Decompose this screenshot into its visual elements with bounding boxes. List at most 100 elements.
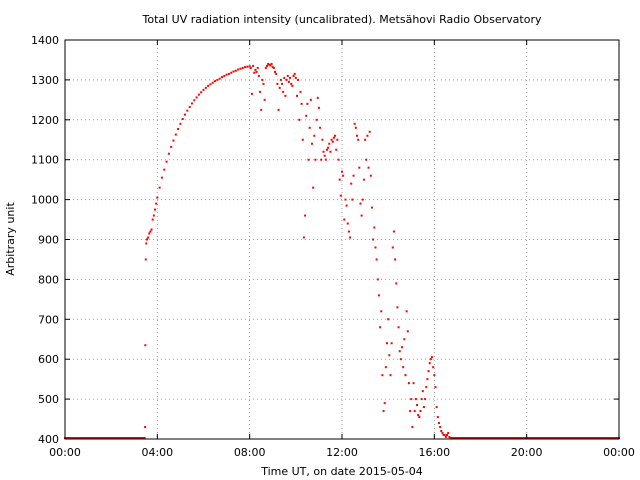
data-point bbox=[253, 71, 256, 74]
data-point bbox=[322, 150, 325, 153]
data-point bbox=[195, 96, 198, 99]
data-point bbox=[246, 65, 249, 68]
data-point bbox=[401, 346, 404, 349]
data-point bbox=[265, 64, 268, 67]
data-point bbox=[200, 91, 203, 94]
x-tick-label: 16:00 bbox=[418, 446, 450, 459]
data-point bbox=[255, 70, 258, 73]
data-point bbox=[204, 86, 207, 89]
data-points bbox=[64, 62, 620, 439]
data-point bbox=[377, 294, 380, 297]
data-point bbox=[244, 66, 247, 69]
data-point bbox=[346, 222, 349, 225]
data-point bbox=[329, 150, 332, 153]
data-point bbox=[156, 196, 159, 199]
data-point bbox=[431, 356, 434, 359]
data-point bbox=[335, 148, 338, 151]
data-point bbox=[277, 108, 280, 111]
data-point bbox=[179, 122, 182, 125]
data-point bbox=[410, 398, 413, 401]
data-point bbox=[359, 202, 362, 205]
data-point bbox=[297, 78, 300, 81]
data-point bbox=[319, 126, 322, 129]
data-point bbox=[326, 148, 328, 151]
data-point bbox=[368, 130, 371, 133]
data-point bbox=[305, 114, 308, 117]
y-tick-label: 400 bbox=[38, 433, 59, 446]
data-point bbox=[144, 258, 147, 261]
data-point bbox=[448, 436, 451, 438]
data-point bbox=[407, 382, 410, 385]
data-point bbox=[256, 66, 259, 69]
data-point bbox=[339, 194, 342, 197]
data-point bbox=[446, 434, 449, 437]
data-point bbox=[425, 386, 428, 389]
data-point bbox=[429, 358, 432, 361]
data-point bbox=[287, 80, 290, 83]
data-point bbox=[395, 282, 398, 285]
data-point bbox=[345, 204, 348, 207]
data-point bbox=[220, 76, 223, 79]
data-point bbox=[143, 437, 146, 439]
y-axis-label: Arbitrary unit bbox=[4, 202, 17, 276]
data-point bbox=[427, 370, 430, 373]
data-point bbox=[421, 390, 424, 393]
data-point bbox=[298, 118, 301, 121]
data-point bbox=[402, 366, 405, 369]
data-point bbox=[286, 74, 289, 77]
y-tick-label: 1000 bbox=[31, 194, 59, 207]
data-point bbox=[300, 102, 303, 105]
data-point bbox=[404, 374, 407, 377]
data-point bbox=[218, 77, 221, 80]
data-point bbox=[177, 127, 180, 130]
data-point bbox=[388, 354, 391, 357]
data-point bbox=[232, 70, 235, 73]
data-point bbox=[314, 158, 317, 161]
y-tick-label: 700 bbox=[38, 313, 59, 326]
x-tick-label: 04:00 bbox=[141, 446, 173, 459]
data-point bbox=[361, 198, 364, 201]
data-point bbox=[144, 344, 147, 347]
data-point bbox=[320, 158, 323, 161]
data-point bbox=[432, 366, 435, 369]
data-point bbox=[411, 426, 414, 429]
data-point bbox=[260, 108, 263, 111]
y-tick-label: 1100 bbox=[31, 154, 59, 167]
data-point bbox=[417, 414, 420, 417]
data-point bbox=[441, 432, 444, 435]
data-point bbox=[304, 214, 307, 217]
data-point bbox=[413, 410, 416, 413]
data-point bbox=[145, 242, 148, 245]
data-point bbox=[341, 170, 343, 173]
data-point bbox=[437, 422, 440, 425]
data-point bbox=[449, 437, 452, 439]
data-point bbox=[371, 206, 374, 209]
data-point bbox=[330, 138, 333, 141]
x-tick-label: 08:00 bbox=[234, 446, 266, 459]
data-point bbox=[380, 310, 383, 313]
data-point bbox=[332, 136, 335, 139]
data-point bbox=[357, 138, 360, 141]
data-point bbox=[151, 218, 154, 221]
data-point bbox=[223, 74, 226, 77]
y-tick-label: 900 bbox=[38, 234, 59, 247]
data-point bbox=[386, 342, 389, 345]
data-point bbox=[280, 82, 283, 85]
data-point bbox=[174, 133, 177, 136]
data-point bbox=[426, 378, 429, 381]
data-point bbox=[367, 166, 370, 169]
data-point bbox=[252, 64, 255, 67]
data-point bbox=[257, 74, 260, 77]
data-point bbox=[227, 72, 230, 75]
data-point bbox=[302, 236, 305, 239]
data-point bbox=[336, 138, 339, 141]
data-point bbox=[364, 138, 367, 141]
data-point bbox=[343, 218, 346, 221]
data-point bbox=[313, 134, 316, 137]
data-point bbox=[160, 176, 163, 179]
data-point bbox=[383, 402, 386, 405]
data-point bbox=[372, 238, 375, 241]
data-point bbox=[163, 168, 166, 171]
data-point bbox=[237, 68, 240, 71]
data-point bbox=[350, 182, 353, 185]
